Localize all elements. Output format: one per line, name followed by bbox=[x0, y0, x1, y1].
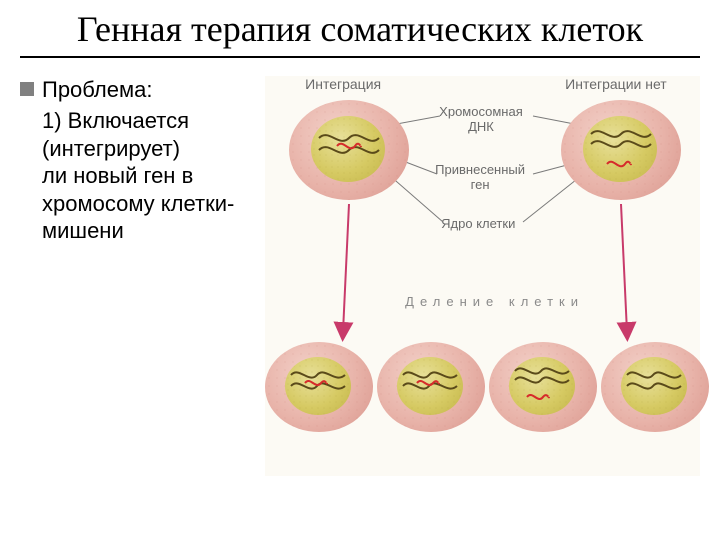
left-column: Проблема: 1) Включается (интегрирует) ли… bbox=[20, 76, 257, 476]
cell-top-right bbox=[561, 100, 681, 200]
content-row: Проблема: 1) Включается (интегрирует) ли… bbox=[20, 76, 700, 476]
chromosomal-dna-icon bbox=[625, 368, 683, 400]
cell-bottom-left-b bbox=[377, 342, 485, 432]
introduced-gene-icon bbox=[335, 138, 363, 154]
cell-bottom-right-b bbox=[601, 342, 709, 432]
slide: Генная терапия соматических клеток Пробл… bbox=[0, 0, 720, 540]
square-bullet-icon bbox=[20, 82, 34, 96]
chromosomal-dna-icon bbox=[513, 364, 571, 392]
cell-bottom-left-a bbox=[265, 342, 373, 432]
body-line-3: ли новый ген в хромосому клетки-мишени bbox=[42, 162, 257, 245]
bullet-label: Проблема: bbox=[42, 76, 152, 104]
slide-title: Генная терапия соматических клеток bbox=[20, 10, 700, 58]
body-line-1: 1) Включается bbox=[42, 107, 257, 135]
cell-bottom-right-a bbox=[489, 342, 597, 432]
body-text: 1) Включается (интегрирует) ли новый ген… bbox=[20, 107, 257, 245]
diagram: Интеграция Интеграции нет Хромосомная ДН… bbox=[265, 76, 700, 476]
bullet-row: Проблема: bbox=[20, 76, 257, 104]
introduced-gene-icon bbox=[605, 156, 633, 172]
chromosomal-dna-icon bbox=[589, 126, 653, 156]
introduced-gene-icon bbox=[415, 376, 441, 390]
body-line-2: (интегрирует) bbox=[42, 135, 257, 163]
introduced-gene-icon bbox=[303, 376, 329, 390]
cell-top-left bbox=[289, 100, 409, 200]
introduced-gene-icon bbox=[525, 390, 551, 404]
